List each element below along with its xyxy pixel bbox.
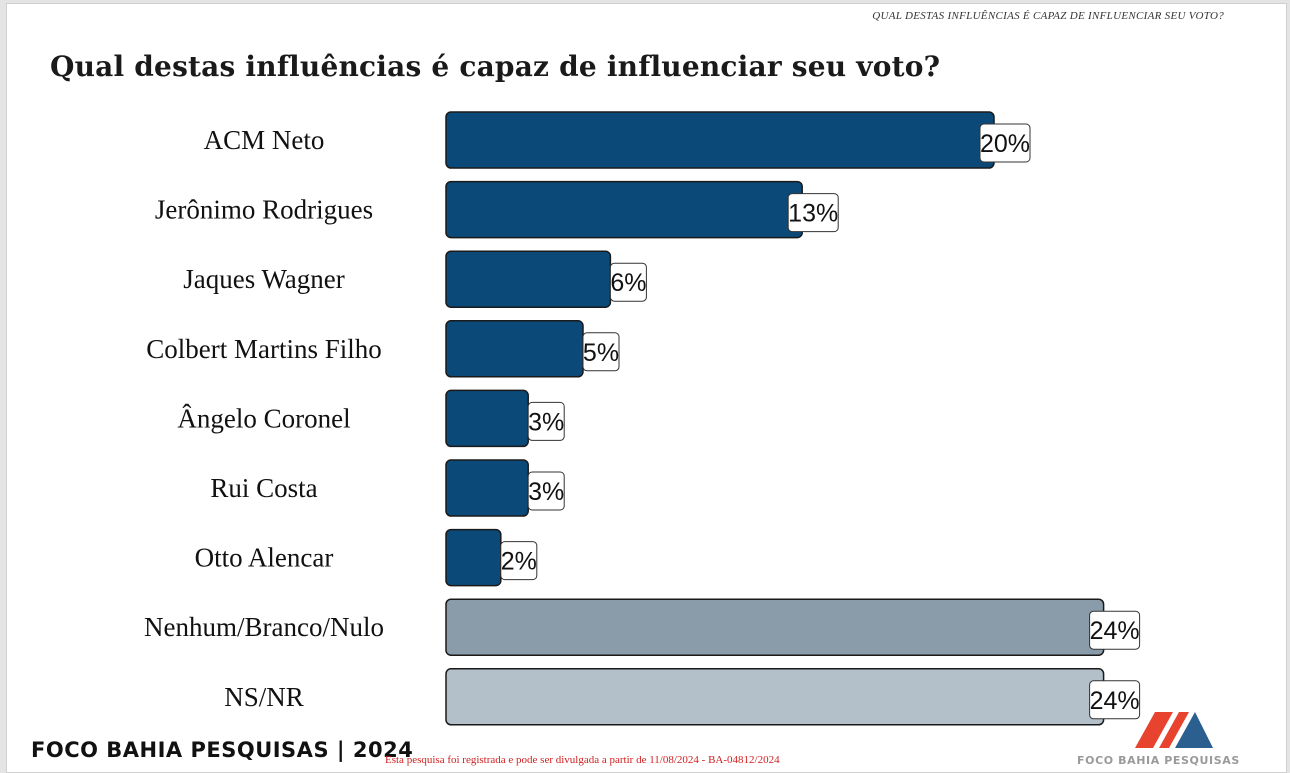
bar	[445, 320, 584, 378]
bar	[445, 180, 803, 239]
value-label: 24%	[1090, 617, 1140, 645]
value-label: 24%	[1090, 687, 1140, 715]
value-label-box	[500, 541, 538, 581]
value-label-box	[609, 262, 647, 302]
value-label-box	[527, 401, 565, 441]
logo-mark-right	[1175, 712, 1213, 748]
category-label: Jaques Wagner	[183, 264, 345, 294]
value-label: 5%	[583, 339, 619, 367]
category-label: Otto Alencar	[195, 543, 334, 573]
logo-text: FOCO BAHIA PESQUISAS	[1077, 754, 1240, 767]
category-label: ACM Neto	[204, 125, 325, 155]
logo-mark-center	[1159, 712, 1189, 748]
bar	[445, 111, 995, 169]
value-label: 20%	[980, 130, 1030, 158]
value-label-box	[979, 123, 1031, 163]
header-note: QUAL DESTAS INFLUÊNCIAS É CAPAZ DE INFLU…	[872, 10, 1224, 22]
bar	[445, 668, 1105, 726]
logo-mark-left	[1135, 712, 1173, 748]
category-label: Rui Costa	[210, 473, 317, 503]
chart-title: Qual destas influências é capaz de influ…	[50, 50, 941, 83]
footer-brand: FOCO BAHIA PESQUISAS | 2024	[31, 738, 414, 762]
value-label-box	[787, 193, 839, 233]
category-label: Jerônimo Rodrigues	[155, 195, 373, 225]
footer-disclaimer: Esta pesquisa foi registrada e pode ser …	[385, 754, 780, 766]
bar	[445, 598, 1105, 656]
category-label: Colbert Martins Filho	[146, 334, 382, 364]
value-label-box	[1089, 680, 1141, 720]
bar	[445, 250, 612, 308]
bar	[445, 389, 529, 448]
value-label: 6%	[610, 269, 646, 297]
bar-chart: ACM Neto 20% Jerônimo Rodrigues 13% Jaques W…	[144, 111, 1141, 726]
bar	[445, 459, 529, 517]
value-label: 3%	[528, 478, 564, 506]
value-label: 13%	[788, 200, 838, 228]
category-label: Nenhum/Branco/Nulo	[144, 612, 384, 642]
value-label: 3%	[528, 408, 564, 436]
category-label: Ângelo Coronel	[177, 403, 350, 433]
bar	[445, 528, 502, 587]
value-label-box	[582, 332, 620, 372]
category-label: NS/NR	[224, 682, 304, 712]
value-label: 2%	[501, 548, 537, 576]
report-page: QUAL DESTAS INFLUÊNCIAS É CAPAZ DE INFLU…	[6, 3, 1287, 773]
value-label-box	[527, 471, 565, 511]
value-label-box	[1089, 610, 1141, 650]
brand-logo	[1135, 712, 1213, 748]
